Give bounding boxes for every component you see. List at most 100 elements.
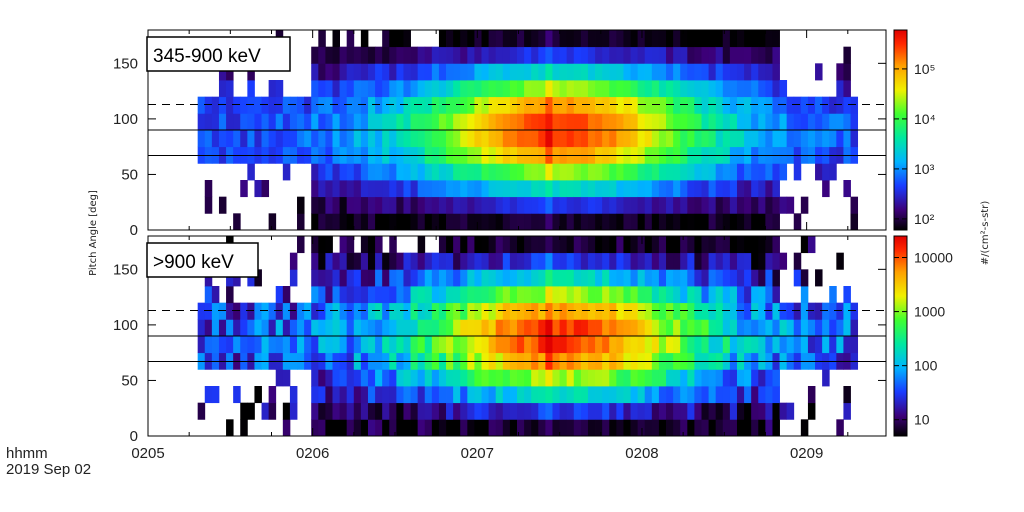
heatmap-cell [268, 130, 277, 148]
heatmap-cell [538, 63, 546, 81]
heatmap-cell [580, 319, 589, 337]
heatmap-cell [375, 286, 383, 304]
heatmap-cell [744, 46, 752, 64]
heatmap-cell [382, 419, 390, 437]
heatmap-cell [254, 96, 262, 114]
heatmap-cell [467, 180, 475, 198]
heatmap-cell [666, 269, 674, 287]
heatmap-cell [467, 336, 475, 354]
heatmap-cell [559, 113, 568, 131]
heatmap-cell [517, 63, 525, 81]
heatmap-cell [843, 80, 851, 98]
heatmap-cell [481, 319, 490, 337]
heatmap-cell [240, 113, 248, 131]
heatmap-cell [247, 302, 255, 320]
time-tick-label: 0206 [296, 445, 329, 462]
heatmap-cell [722, 402, 731, 420]
heatmap-cell [758, 163, 766, 181]
heatmap-cell [218, 63, 227, 81]
heatmap-cell [438, 286, 447, 304]
heatmap-cell [524, 80, 532, 98]
heatmap-cell [311, 46, 319, 64]
heatmap-cell [297, 130, 305, 148]
heatmap-cell [474, 286, 482, 304]
heatmap-cell [424, 213, 433, 231]
heatmap-cell [438, 319, 447, 337]
heatmap-cell [666, 319, 674, 337]
heatmap-cell [460, 269, 468, 287]
heatmap-cell [268, 80, 277, 98]
heatmap-cell [616, 269, 624, 287]
heatmap-cell [637, 180, 646, 198]
heatmap-cell [446, 80, 454, 98]
heatmap-cell [800, 286, 809, 304]
heatmap-cell [573, 269, 582, 287]
colorbar-tick-label: 10⁴ [914, 111, 936, 127]
heatmap-cell [658, 180, 667, 198]
heatmap-cell [304, 96, 312, 114]
heatmap-cell [332, 269, 340, 287]
heatmap-cell [474, 386, 482, 404]
heatmap-cell [382, 196, 390, 214]
heatmap-cell [751, 286, 759, 304]
heatmap-cell [531, 269, 539, 287]
heatmap-cell [417, 80, 426, 98]
heatmap-cell [815, 63, 823, 81]
heatmap-cell [197, 402, 206, 420]
heatmap-cell [339, 236, 348, 254]
heatmap-cell [722, 269, 731, 287]
time-tick-label: 0209 [790, 445, 823, 462]
heatmap-cell [261, 130, 270, 148]
heatmap-cell [644, 213, 653, 231]
heatmap-cell [666, 196, 674, 214]
heatmap-cell [552, 113, 560, 131]
heatmap-cell [502, 163, 511, 181]
heatmap-cell [360, 46, 369, 64]
heatmap-cell [211, 319, 220, 337]
heatmap-cell [836, 96, 844, 114]
heatmap-cell [815, 163, 823, 181]
heatmap-cell [758, 336, 766, 354]
heatmap-cell [595, 30, 603, 48]
heatmap-cell [701, 319, 709, 337]
heatmap-cell [658, 236, 667, 254]
heatmap-cell [403, 386, 411, 404]
heatmap-cell [467, 196, 475, 214]
heatmap-cell [680, 96, 688, 114]
heatmap-cell [715, 319, 724, 337]
heatmap-cell [751, 46, 759, 64]
heatmap-cell [701, 80, 709, 98]
heatmap-cell [453, 163, 461, 181]
heatmap-cell [694, 286, 702, 304]
heatmap-cell [332, 80, 340, 98]
heatmap-cell [424, 80, 433, 98]
heatmap-cell [417, 419, 426, 437]
heatmap-cell [431, 252, 440, 270]
heatmap-cell [318, 46, 326, 64]
colorbar-tick-label: 10² [914, 211, 935, 227]
heatmap-cell [758, 236, 766, 254]
heatmap-cell [786, 113, 795, 131]
heatmap-cell [360, 196, 369, 214]
heatmap-cell [502, 302, 511, 320]
heatmap-cell [446, 286, 454, 304]
heatmap-cell [595, 80, 603, 98]
heatmap-cell [417, 196, 426, 214]
heatmap-cell [573, 386, 582, 404]
heatmap-cell [460, 302, 468, 320]
heatmap-cell [651, 236, 660, 254]
heatmap-cell [602, 269, 610, 287]
heatmap-cell [630, 46, 639, 64]
heatmap-cell [375, 252, 383, 270]
heatmap-cell [204, 96, 213, 114]
heatmap-cell [694, 252, 702, 270]
heatmap-cell [666, 336, 674, 354]
heatmap-cell [559, 163, 568, 181]
heatmap-cell [545, 80, 553, 98]
heatmap-cell [509, 286, 518, 304]
heatmap-cell [226, 113, 234, 131]
heatmap-cell [495, 196, 504, 214]
heatmap-cell [211, 386, 220, 404]
heatmap-cell [339, 163, 348, 181]
